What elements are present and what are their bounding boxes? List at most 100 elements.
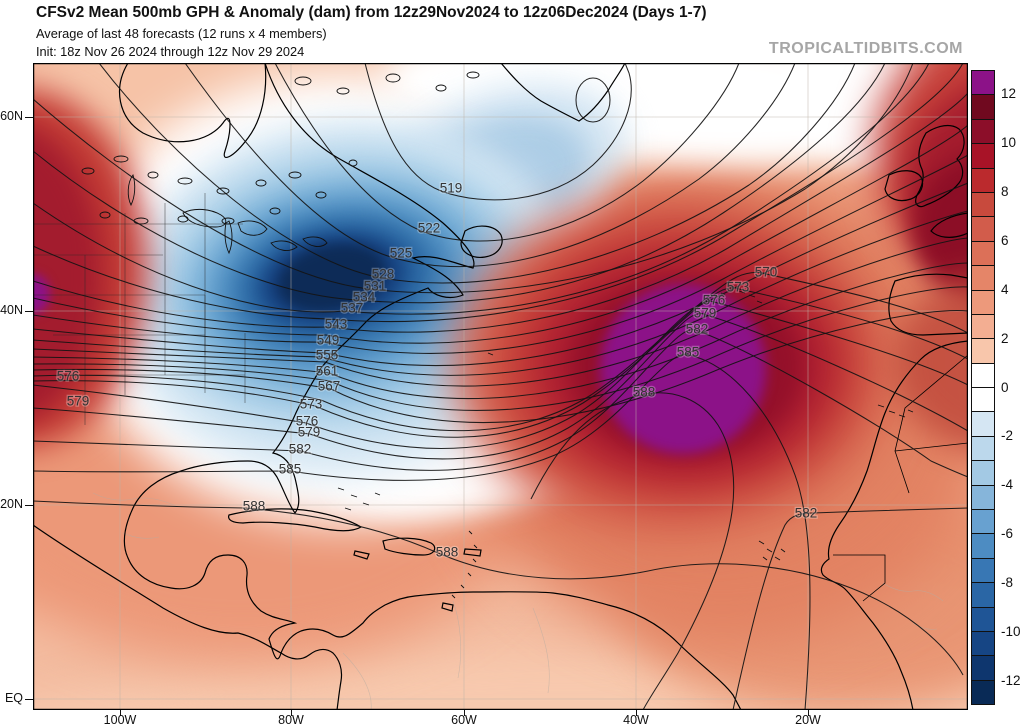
lon-tick-label: 80W <box>278 713 304 727</box>
contour-label: 567 <box>318 379 341 394</box>
contour-label: 576 <box>296 414 319 429</box>
lon-tick-label: 20W <box>795 713 821 727</box>
contour-label: 534 <box>353 290 376 305</box>
colorbar-tick-label: 8 <box>1001 184 1009 200</box>
colorbar-tick-label: -2 <box>1001 428 1014 444</box>
contour-label: 588 <box>436 545 459 560</box>
lat-tick-label: 40N <box>0 303 23 317</box>
lakes <box>81 71 480 255</box>
page-subtitle: Average of last 48 forecasts (12 runs x … <box>36 26 327 41</box>
contour-label: 576 <box>703 293 726 308</box>
colorbar-segment <box>972 411 994 436</box>
contour-label: 588 <box>243 499 266 514</box>
page-title: CFSv2 Mean 500mb GPH & Anomaly (dam) fro… <box>36 4 707 21</box>
colorbar-tick-label: 6 <box>1001 232 1009 248</box>
colorbar-segment <box>972 143 994 168</box>
colorbar-segment <box>972 362 994 388</box>
contour-label: 570 <box>755 265 778 280</box>
colorbar-segment <box>972 509 994 534</box>
colorbar-segment <box>972 435 994 461</box>
colorbar-segment <box>972 265 994 290</box>
colorbar-segment <box>972 289 994 314</box>
init-line: Init: 18z Nov 26 2024 through 12z Nov 29… <box>36 44 305 59</box>
contour-label: 525 <box>390 246 413 261</box>
lon-tick-label: 40W <box>623 713 649 727</box>
contour-label: 522 <box>418 221 441 236</box>
lon-tick <box>290 710 292 716</box>
colorbar-segment <box>972 460 994 485</box>
lon-tick <box>635 710 637 716</box>
lat-tick <box>25 504 33 506</box>
contour-label: 573 <box>300 397 323 412</box>
colorbar-segment <box>972 338 994 363</box>
lat-tick-label: 20N <box>0 497 23 511</box>
contour-label: 579 <box>694 306 717 321</box>
contour-label: 576 <box>57 369 80 384</box>
contour-label: 561 <box>316 364 339 379</box>
colorbar-segment <box>972 240 994 266</box>
colorbar-tick-label: 2 <box>1001 330 1009 346</box>
colorbar-segment <box>972 484 994 510</box>
admin-borders <box>92 492 944 710</box>
lat-tick-label: EQ <box>4 691 23 705</box>
colorbar-segment <box>972 387 994 412</box>
colorbar-segment <box>972 557 994 583</box>
colorbar-tick-label: -6 <box>1001 526 1014 542</box>
colorbar-tick-label: 4 <box>1001 281 1009 297</box>
watermark: TROPICALTIDBITS.COM <box>768 40 963 57</box>
state-borders <box>33 193 246 425</box>
contour-label: 579 <box>67 394 90 409</box>
colorbar-tick-label: 0 <box>1001 379 1009 395</box>
colorbar-segment <box>972 94 994 119</box>
contour-label: 555 <box>316 348 339 363</box>
anomaly-field <box>33 63 968 710</box>
contour-label: 543 <box>325 317 348 332</box>
contour-label: 519 <box>440 181 463 196</box>
contour-labels: 5195225255285315345375435495555615675735… <box>55 179 818 561</box>
coastlines <box>33 63 968 710</box>
colorbar-tick-label: -10 <box>1001 623 1021 639</box>
colorbar-segment <box>972 655 994 680</box>
lat-tick <box>25 310 33 312</box>
colorbar-segment <box>972 630 994 656</box>
contour-label: 582 <box>795 506 818 521</box>
colorbar-tick-label: 10 <box>1001 135 1017 151</box>
colorbar-segment <box>972 71 994 95</box>
contour-label: 588 <box>633 385 656 400</box>
contour-label: 528 <box>372 267 395 282</box>
colorbar-segment <box>972 167 994 192</box>
lat-tick <box>25 698 33 700</box>
lon-tick-label: 100W <box>103 713 137 727</box>
colorbar-tick-label: -4 <box>1001 477 1014 493</box>
colorbar-segment <box>972 313 994 339</box>
contour-label: 582 <box>686 322 709 337</box>
lon-tick <box>807 710 809 716</box>
colorbar-tick-label: 12 <box>1001 86 1017 102</box>
lat-tick-label: 60N <box>0 109 23 123</box>
lon-tick-label: 60W <box>451 713 477 727</box>
colorbar-segment <box>972 191 994 217</box>
contour-label: 582 <box>289 442 312 457</box>
colorbar-segment <box>972 679 994 705</box>
contour-label: 531 <box>364 279 387 294</box>
contour-label: 585 <box>677 345 700 360</box>
shade-layer <box>33 274 50 314</box>
contour-label: 537 <box>341 301 364 316</box>
contour-label: 573 <box>727 280 750 295</box>
contour-label: 549 <box>317 333 340 348</box>
map-overlay: 5195225255285315345375435495555615675735… <box>33 63 968 710</box>
colorbar-segment <box>972 606 994 631</box>
lat-tick <box>25 116 33 118</box>
colorbar-segment <box>972 118 994 144</box>
contour-label: 579 <box>298 425 321 440</box>
colorbar-segment <box>972 582 994 607</box>
contour-lines <box>33 63 968 710</box>
lon-tick <box>119 710 121 716</box>
colorbar <box>971 70 995 705</box>
colorbar-tick-label: -8 <box>1001 574 1014 590</box>
colorbar-tick-label: -12 <box>1001 672 1021 688</box>
contour-label: 585 <box>279 462 302 477</box>
lon-tick <box>463 710 465 716</box>
colorbar-segment <box>972 533 994 558</box>
